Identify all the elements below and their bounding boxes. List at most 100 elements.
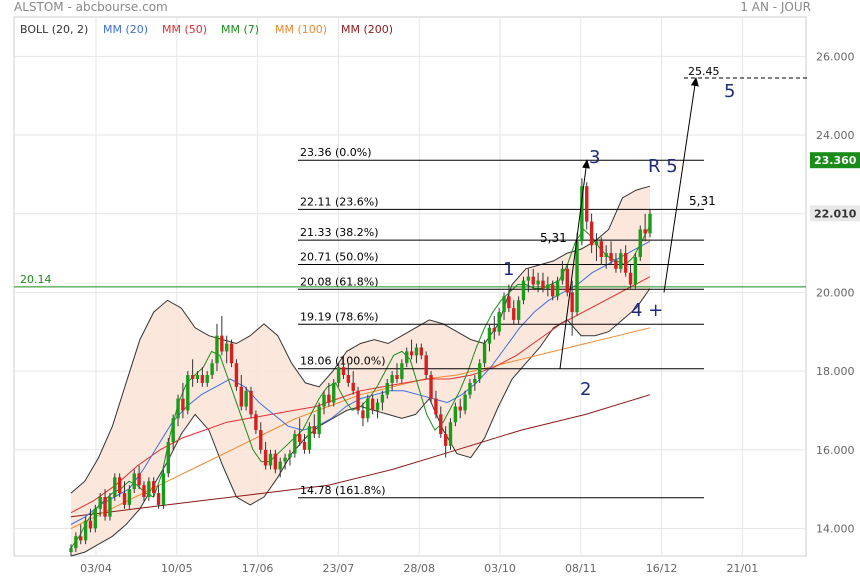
- chart-title: ALSTOM - abcbourse.com: [14, 0, 168, 14]
- candle-body: [546, 284, 550, 289]
- last-price-badge-bg: [810, 152, 860, 169]
- candle-body: [351, 382, 355, 391]
- candle-body: [166, 441, 171, 474]
- bollinger-upper-line: [70, 185, 651, 494]
- candle-body: [195, 375, 200, 379]
- candle-body: [244, 390, 248, 407]
- candle-body: [507, 296, 511, 309]
- move-label: 5,31: [689, 194, 716, 208]
- candle-body: [93, 508, 98, 529]
- candle-body: [448, 422, 453, 446]
- candle-body: [234, 363, 239, 387]
- candle-body: [336, 367, 341, 383]
- x-tick-label: 03/10: [484, 562, 516, 575]
- candle-body: [463, 394, 467, 411]
- candle-body: [147, 481, 151, 497]
- candle-body: [526, 276, 531, 281]
- candle-body: [633, 256, 638, 285]
- candle-body: [473, 378, 477, 383]
- x-tick-label: 10/05: [161, 562, 193, 575]
- candle-body: [122, 493, 127, 505]
- candle-body: [108, 496, 112, 517]
- candle-body: [531, 276, 535, 285]
- candle-body: [516, 300, 521, 320]
- candle-body: [643, 229, 647, 234]
- fib-level-label: 21.33 (38.2%): [300, 226, 379, 239]
- wave-label: 3: [589, 147, 600, 168]
- candle-body: [268, 453, 273, 466]
- candle-body: [594, 241, 599, 246]
- bollinger-band: [71, 186, 650, 556]
- candle-body: [69, 548, 73, 553]
- candle-body: [414, 347, 419, 356]
- indicator-ma7[interactable]: MM (7): [221, 23, 260, 36]
- indicator-ma20[interactable]: MM (20): [103, 23, 149, 36]
- indicator-ma100[interactable]: MM (100): [275, 23, 328, 36]
- candle-body: [181, 398, 185, 411]
- fib-level-label: 23.36 (0.0%): [300, 146, 372, 159]
- candle-body: [88, 520, 93, 529]
- candle-body: [458, 406, 462, 411]
- candle-body: [550, 284, 555, 297]
- fib-level-label: 20.08 (61.8%): [300, 275, 379, 288]
- ma20-line: [70, 240, 651, 525]
- candle-body: [215, 335, 219, 364]
- support-label: 20.14: [20, 273, 52, 286]
- last-price-badge: 23.360: [814, 154, 857, 167]
- candle-body: [390, 375, 394, 383]
- y-tick-label: 18.000: [816, 365, 855, 378]
- candle-body: [434, 398, 438, 415]
- x-tick-label: 08/11: [565, 562, 597, 575]
- ma200-line: [70, 394, 651, 518]
- candle-body: [288, 453, 292, 458]
- candle-body: [497, 312, 501, 332]
- candle-body: [190, 375, 195, 379]
- candle-body: [512, 308, 516, 320]
- fib-level-label: 14.78 (161.8%): [300, 484, 386, 497]
- candle-body: [346, 375, 351, 383]
- wave-3-arrow: [559, 159, 590, 369]
- candle-body: [648, 213, 652, 234]
- candle-body: [487, 327, 492, 344]
- candle-body: [205, 375, 209, 383]
- candle-body: [302, 441, 307, 450]
- candle-body: [317, 406, 321, 435]
- candle-body: [161, 473, 166, 505]
- candle-body: [229, 343, 234, 364]
- candle-body: [424, 355, 428, 376]
- candle-body: [278, 461, 282, 470]
- candle-body: [254, 414, 258, 431]
- indicator-ma50[interactable]: MM (50): [162, 23, 208, 36]
- candle-body: [419, 347, 424, 356]
- indicator-ma200[interactable]: MM (200): [341, 23, 394, 36]
- candle-body: [604, 253, 608, 257]
- x-tick-label: 17/06: [242, 562, 274, 575]
- y-tick-label: 24.000: [816, 129, 855, 142]
- candle-body: [405, 351, 409, 364]
- candle-body: [224, 343, 229, 352]
- y-tick-label: 14.000: [816, 522, 855, 535]
- target-label: 25.45: [688, 65, 720, 78]
- indicator-bollinger[interactable]: BOLL (20, 2): [20, 23, 89, 36]
- candle-body: [409, 351, 414, 356]
- price-marker-badge: 22.010: [814, 207, 857, 220]
- period-label[interactable]: 1 AN - JOUR: [740, 0, 811, 14]
- candle-body: [74, 536, 78, 549]
- candle-body: [492, 327, 497, 332]
- candle-body: [366, 398, 370, 419]
- candle-body: [555, 280, 560, 297]
- fib-level-label: 19.19 (78.6%): [300, 310, 379, 323]
- candle-body: [585, 186, 589, 222]
- candle-body: [176, 398, 180, 419]
- candle-body: [83, 520, 88, 541]
- candle-body: [599, 241, 604, 257]
- candle-body: [482, 343, 487, 364]
- candle-body: [570, 292, 574, 313]
- candle-body: [565, 268, 569, 293]
- wave-label: 1: [503, 259, 514, 280]
- candle-body: [385, 382, 389, 395]
- y-tick-label: 26.000: [816, 50, 855, 63]
- wave-label: 5: [724, 81, 735, 102]
- candle-body: [293, 434, 297, 454]
- candle-body: [98, 496, 102, 509]
